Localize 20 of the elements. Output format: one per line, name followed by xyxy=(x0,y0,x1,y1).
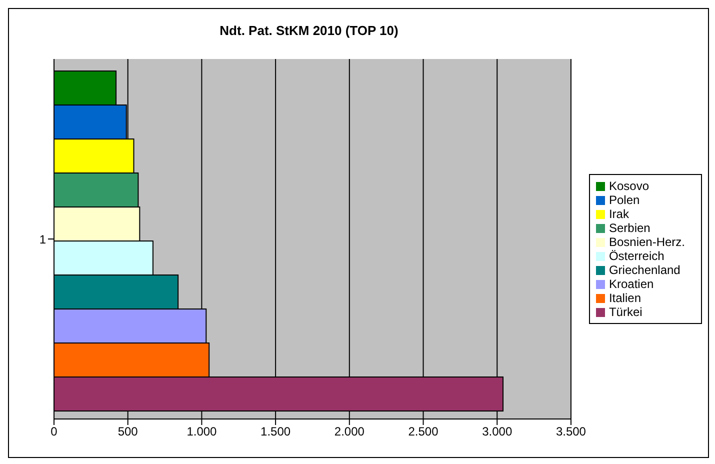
x-tick-label: 1.000 xyxy=(186,424,218,439)
x-tick-label: 2.500 xyxy=(408,424,439,439)
x-tick-label: 2.000 xyxy=(334,424,365,439)
chart-title: Ndt. Pat. StKM 2010 (TOP 10) xyxy=(218,23,400,38)
legend-label: Kosovo xyxy=(608,179,649,193)
x-tick-label: 0 xyxy=(50,424,58,439)
legend-label: Österreich xyxy=(608,249,664,263)
legend-label: Bosnien-Herz. xyxy=(608,235,685,249)
x-tick-label: 3.500 xyxy=(556,424,586,439)
legend-label: Polen xyxy=(608,193,640,207)
legend-label: Griechenland xyxy=(608,263,680,277)
legend-label: Italien xyxy=(608,291,641,305)
x-tick-label: 3.000 xyxy=(482,424,512,439)
legend-label: Serbien xyxy=(608,221,650,235)
y-tick-label: 1 xyxy=(39,232,46,246)
legend-label: Irak xyxy=(608,207,629,221)
x-tick-label: 1.500 xyxy=(260,424,291,439)
legend-label: Türkei xyxy=(608,305,642,319)
x-tick-label: 500 xyxy=(118,424,138,439)
legend-label: Kroatien xyxy=(608,277,654,291)
